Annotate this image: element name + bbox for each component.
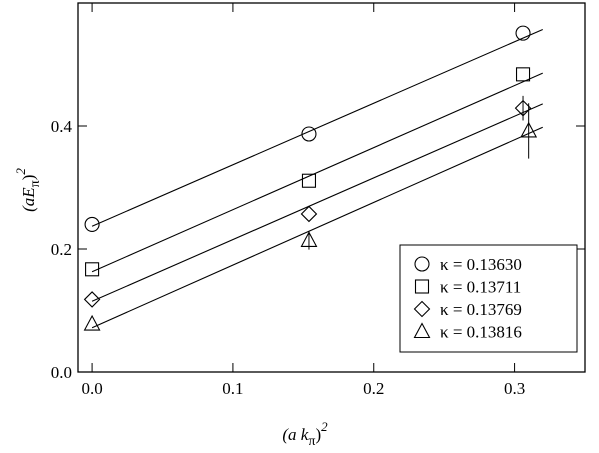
x-axis-label-sub: π xyxy=(308,434,315,449)
x-axis-label-part: ) xyxy=(315,425,321,444)
fit-line xyxy=(91,103,543,302)
x-tick-label: 0.1 xyxy=(222,379,243,398)
x-tick-label: 0.2 xyxy=(363,379,384,398)
y-axis-label-sup: 2 xyxy=(13,168,28,175)
marker xyxy=(85,262,100,277)
marker xyxy=(83,314,101,331)
legend-box xyxy=(399,244,578,353)
x-tick-label: 0.0 xyxy=(81,379,102,398)
marker xyxy=(515,67,531,82)
y-axis-label-sub: π xyxy=(28,180,43,187)
marker xyxy=(300,205,318,223)
marker xyxy=(84,216,100,232)
x-axis-label: (a kπ)2 xyxy=(282,419,328,449)
fit-line xyxy=(91,28,543,227)
legend-marker xyxy=(413,322,431,339)
legend-marker xyxy=(414,256,430,272)
marker xyxy=(301,173,317,188)
legend-label: κ = 0.13630 xyxy=(440,255,522,274)
y-tick-label: 0.0 xyxy=(51,363,72,382)
y-tick-label: 0.2 xyxy=(51,240,72,259)
x-axis-label-part: (a k xyxy=(282,425,308,444)
marker xyxy=(83,291,101,308)
y-axis-label-part: (aE xyxy=(19,187,38,212)
legend-label: κ = 0.13769 xyxy=(440,300,522,319)
fit-line xyxy=(91,126,543,329)
marker xyxy=(301,126,317,142)
x-axis-label-sup: 2 xyxy=(321,419,328,434)
legend-label: κ = 0.13816 xyxy=(440,323,522,342)
fit-line xyxy=(91,72,543,273)
marker xyxy=(520,121,538,138)
legend-label: κ = 0.13711 xyxy=(440,278,521,297)
y-axis-label-part: ) xyxy=(19,175,38,181)
plot-frame xyxy=(77,2,586,373)
y-axis-label: (aEπ)2 xyxy=(13,168,43,212)
legend-marker xyxy=(413,300,431,318)
marker xyxy=(300,231,318,247)
legend-marker xyxy=(414,279,430,294)
marker xyxy=(514,99,532,117)
x-tick-label: 0.3 xyxy=(504,379,525,398)
y-tick-label: 0.4 xyxy=(51,117,73,136)
marker xyxy=(515,25,531,41)
